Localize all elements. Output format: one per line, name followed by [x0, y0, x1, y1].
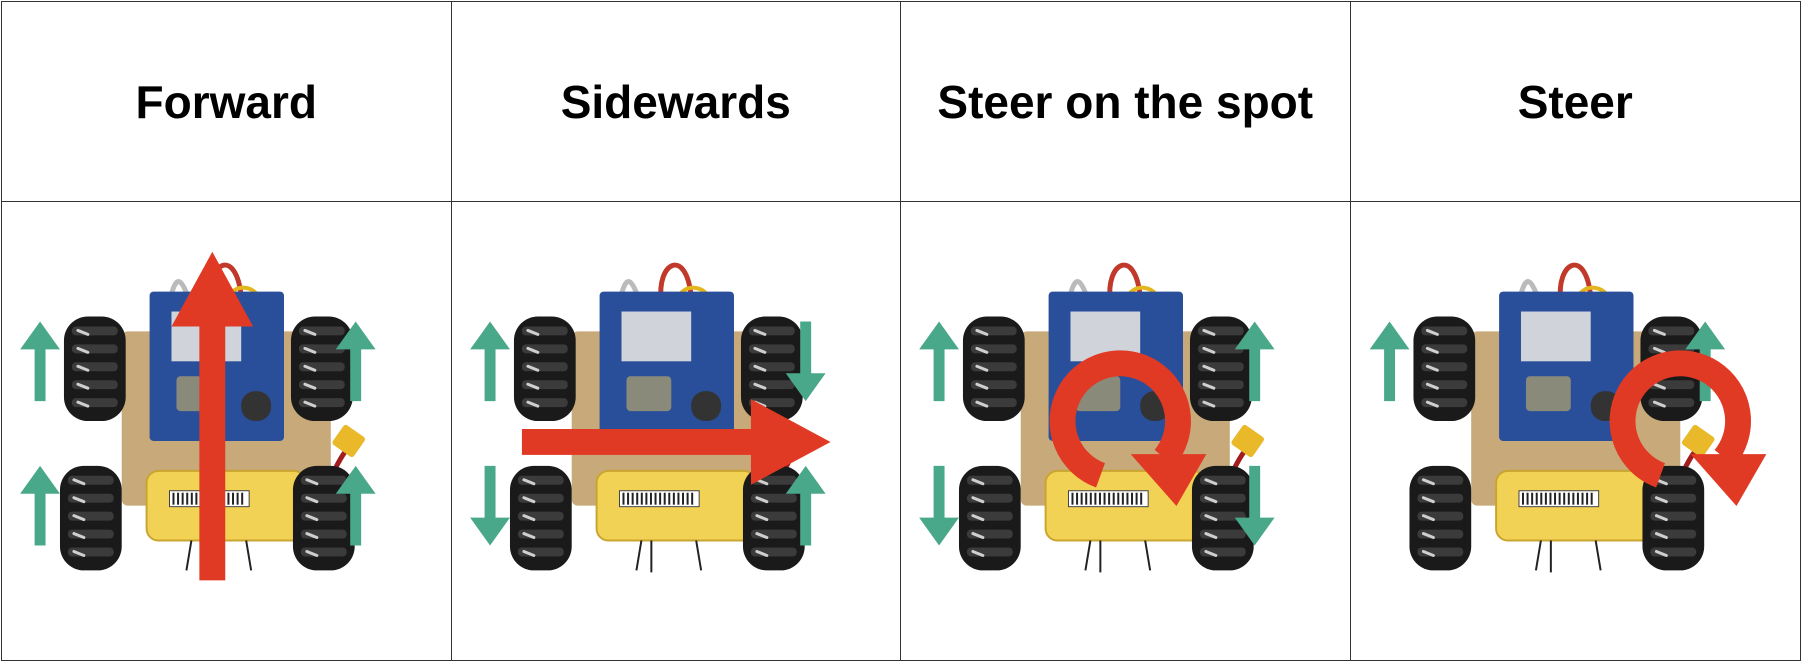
wheel-front-right [290, 316, 353, 422]
xt60-connector [1231, 424, 1264, 457]
rotation-arrow-arc [1049, 350, 1191, 488]
motion-arrow-shaft [199, 306, 226, 581]
wheel-rear-left [59, 465, 122, 571]
cell-steer [1351, 202, 1801, 660]
wire-red [1107, 262, 1143, 302]
wheel-arrow-rear-right-head [335, 465, 376, 494]
motor-shield [625, 376, 671, 412]
robot-steer-image [1369, 262, 1766, 573]
capacitor [241, 391, 272, 422]
cell-steer-on-spot [901, 202, 1351, 660]
robot-forward-image [20, 251, 376, 581]
loose-wires [634, 540, 702, 573]
wheel-rear-left [1408, 465, 1471, 571]
wheel-arrow-front-right-head [1684, 321, 1725, 350]
title-sidewards: Sidewards [560, 75, 791, 128]
wheel-front-left [63, 316, 126, 422]
wheel-rear-right [1191, 465, 1254, 571]
wheel-front-left [513, 316, 576, 422]
wire-red [657, 262, 694, 302]
motion-arrow-head [750, 399, 831, 485]
loose-wires [1534, 540, 1602, 573]
wheel-front-left [1412, 316, 1475, 422]
header-steer: Steer [1350, 2, 1800, 202]
wheel-front-left [962, 316, 1025, 422]
wheel-arrow-rear-right-head [1234, 517, 1275, 546]
title-steer: Steer [1517, 75, 1633, 128]
wheel-arrow-front-right-head [1234, 321, 1275, 350]
wheel-front-right [1189, 316, 1252, 422]
cell-sidewards [452, 202, 901, 660]
wheel-arrow-rear-left-head [20, 465, 60, 494]
steer-arrow-arc [1609, 350, 1751, 488]
header-sidewards: Sidewards [451, 2, 901, 202]
wheel-arrow-rear-left-head [469, 517, 510, 546]
driver-chip [1520, 311, 1591, 362]
rotation-arrow-head [1130, 454, 1207, 506]
title-forward: Forward [135, 75, 317, 128]
robot-chassis [59, 262, 365, 573]
wheel-arrow-front-left-head [20, 321, 60, 350]
wheel-rear-right [1641, 465, 1704, 571]
wheel-arrow-front-right-head [785, 373, 826, 402]
wheel-arrow-rear-right-head [785, 465, 826, 494]
cell-forward [2, 202, 452, 660]
loose-wires [1084, 540, 1152, 573]
capacitor [690, 391, 721, 422]
wheel-arrow-front-left-head [1369, 321, 1409, 350]
robot-sidewards-image [469, 262, 831, 573]
title-steer-on-spot: Steer on the spot [937, 75, 1314, 128]
robot-chassis [1408, 262, 1714, 573]
xt60-connector [1681, 424, 1714, 457]
motor-shield [1525, 376, 1571, 412]
wheel-front-right [740, 316, 803, 422]
wheel-arrow-front-left-head [919, 321, 959, 350]
wheel-rear-left [958, 465, 1021, 571]
header-forward: Forward [2, 2, 452, 202]
wheel-arrow-front-left-head [469, 321, 510, 350]
robot-steer-on-spot-image [919, 262, 1275, 573]
wire-red [1557, 262, 1593, 302]
wheel-arrow-front-right-head [335, 321, 376, 350]
motion-arrow-head [171, 251, 254, 327]
wheel-arrow-rear-left-head [919, 517, 959, 546]
wheel-rear-left [509, 465, 572, 571]
driver-chip [620, 311, 691, 362]
header-steer-on-spot: Steer on the spot [901, 2, 1351, 202]
motion-arrow-shaft [521, 429, 761, 455]
robot-chassis [958, 262, 1264, 573]
xt60-connector [332, 424, 365, 457]
steer-arrow-head [1690, 454, 1766, 506]
